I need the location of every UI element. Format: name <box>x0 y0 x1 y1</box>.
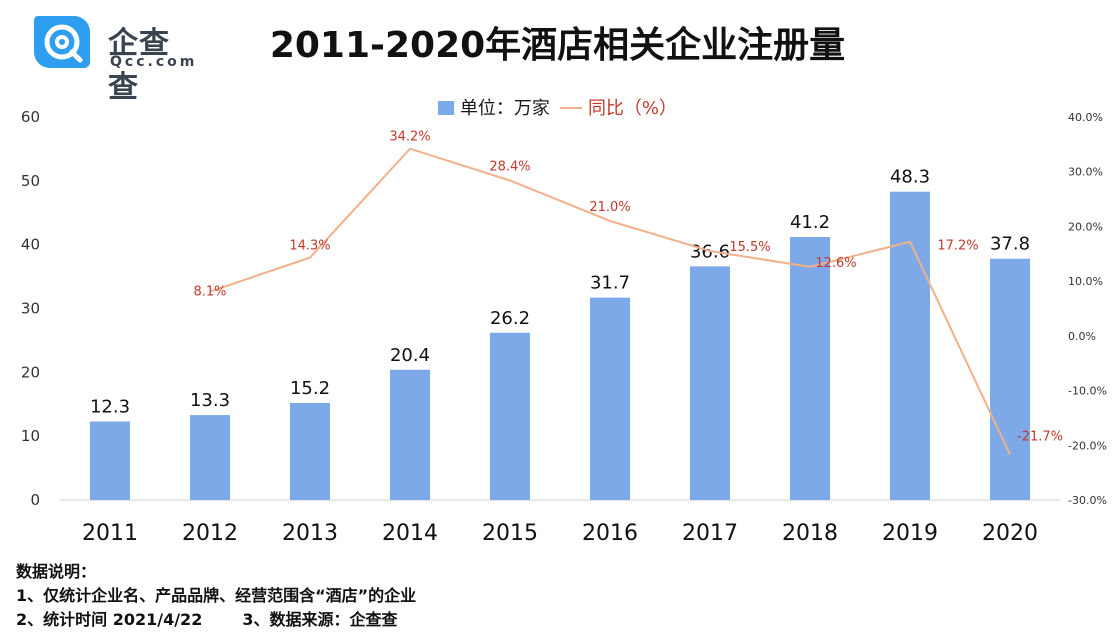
x-tick-label: 2014 <box>382 521 438 546</box>
bar-2012 <box>190 415 230 500</box>
x-tick-label: 2011 <box>82 521 138 546</box>
y-left-tick-label: 30 <box>21 300 40 318</box>
y-right-tick-label: 40.0% <box>1068 111 1103 124</box>
line-value-label: -21.7% <box>1017 430 1063 445</box>
notes-line-1: 1、仅统计企业名、产品品牌、经营范围含“酒店”的企业 <box>16 586 417 605</box>
qcc-logo-icon <box>34 16 90 68</box>
qcc-logo: 企查查 Qcc.com <box>30 12 200 105</box>
bar-value-label: 15.2 <box>290 378 330 399</box>
line-value-label: 21.0% <box>589 200 630 215</box>
legend-bar-label: 单位：万家 <box>459 98 550 119</box>
chart-plot: 0 10 20 30 40 50 60 -30.0% -20.0% -10.0% 0.0% 10.0%… <box>21 108 1107 546</box>
logo-subtext: Qcc.com <box>110 54 198 70</box>
bar-2015 <box>490 332 530 500</box>
y-right-tick-label: 20.0% <box>1068 220 1103 233</box>
y-left-tick-label: 60 <box>21 108 40 126</box>
legend-bar-swatch <box>437 101 454 115</box>
line-value-label: 17.2% <box>937 239 978 254</box>
notes-stat-time: 2、统计时间 2021/4/22 <box>16 610 203 629</box>
x-tick-label: 2013 <box>282 521 338 546</box>
bar-2011 <box>90 421 130 500</box>
chart-legend: 单位：万家 同比（%） <box>0 94 1115 120</box>
bar-2013 <box>290 402 330 500</box>
y-left-tick-label: 10 <box>21 427 40 445</box>
bar-value-label: 20.4 <box>390 345 430 366</box>
y-right-tick-label: -30.0% <box>1068 494 1107 507</box>
line-value-label: 14.3% <box>289 239 330 254</box>
bar-value-label: 41.2 <box>790 212 830 233</box>
bar-2017 <box>690 266 730 500</box>
x-tick-label: 2015 <box>482 521 538 546</box>
bar-value-label: 12.3 <box>90 396 130 417</box>
line-value-label: 28.4% <box>489 159 530 174</box>
yoy-line <box>209 147 1011 456</box>
logo-text: 企查查 <box>108 26 170 105</box>
y-right-tick-label: -20.0% <box>1068 439 1107 452</box>
legend-line-label: 同比（%） <box>587 98 678 119</box>
x-tick-label: 2019 <box>882 521 938 546</box>
data-notes: 数据说明： 1、仅统计企业名、产品品牌、经营范围含“酒店”的企业 2、统计时间 … <box>16 560 416 632</box>
y-right-tick-label: -10.0% <box>1068 385 1107 398</box>
x-tick-label: 2018 <box>782 521 838 546</box>
notes-source: 3、数据来源：企查查 <box>242 610 398 629</box>
y-right-tick-label: 10.0% <box>1068 275 1103 288</box>
line-value-label: 12.6% <box>815 256 856 271</box>
line-value-label: 8.1% <box>193 285 226 300</box>
bar-2020 <box>990 258 1030 500</box>
line-value-label: 15.5% <box>729 240 770 255</box>
y-right-tick-label: 0.0% <box>1068 330 1096 343</box>
x-tick-label: 2020 <box>982 521 1038 546</box>
bar-2018 <box>790 237 830 501</box>
notes-heading: 数据说明： <box>16 562 97 581</box>
bar-value-label: 48.3 <box>890 167 930 188</box>
bar-2014 <box>390 369 430 500</box>
notes-line-2: 2、统计时间 2021/4/22 3、数据来源：企查查 <box>16 608 416 632</box>
bar-2016 <box>590 297 630 500</box>
bar-value-label: 13.3 <box>190 390 230 411</box>
bar-2019 <box>890 191 930 500</box>
y-left-tick-label: 40 <box>21 236 40 254</box>
bar-value-label: 37.8 <box>990 234 1030 255</box>
y-right-tick-label: 30.0% <box>1068 166 1103 179</box>
y-left-tick-label: 0 <box>30 491 40 509</box>
bar-value-label: 31.7 <box>590 273 630 294</box>
legend-line-swatch <box>559 107 582 109</box>
x-tick-label: 2017 <box>682 521 738 546</box>
page-title: 2011-2020年酒店相关企业注册量 <box>269 25 846 66</box>
x-tick-label: 2016 <box>582 521 638 546</box>
y-left-tick-label: 50 <box>21 172 40 190</box>
y-left-tick-label: 20 <box>21 363 40 381</box>
x-tick-label: 2012 <box>182 521 238 546</box>
line-value-label: 34.2% <box>389 130 430 145</box>
bar-value-label: 26.2 <box>490 308 530 329</box>
